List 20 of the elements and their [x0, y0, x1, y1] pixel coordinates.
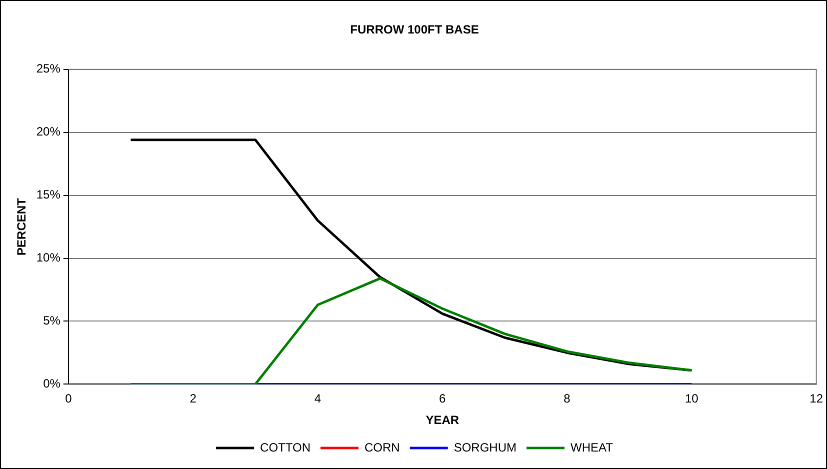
x-tick-label: 2	[190, 392, 197, 406]
x-tick-label: 8	[564, 392, 571, 406]
y-axis-title: PERCENT	[14, 197, 29, 256]
legend-label: SORGHUM	[454, 440, 517, 454]
legend-label: WHEAT	[570, 440, 614, 454]
y-tick-label: 25%	[36, 62, 61, 76]
legend-label: CORN	[364, 440, 400, 454]
y-tick-label: 20%	[36, 124, 61, 139]
x-tick-label: 12	[810, 392, 824, 406]
chart-title: FURROW 100FT BASE	[350, 22, 479, 37]
x-tick-label: 0	[65, 392, 72, 406]
legend-label: COTTON	[260, 440, 311, 454]
x-tick-label: 4	[314, 392, 322, 406]
y-tick-label: 0%	[43, 376, 61, 391]
x-tick-label: 10	[684, 392, 699, 406]
y-tick-label: 5%	[43, 314, 61, 328]
y-tick-label: 10%	[36, 250, 61, 265]
x-tick-label: 6	[439, 392, 446, 406]
x-axis-title: YEAR	[426, 413, 460, 428]
y-tick-label: 15%	[36, 188, 61, 202]
